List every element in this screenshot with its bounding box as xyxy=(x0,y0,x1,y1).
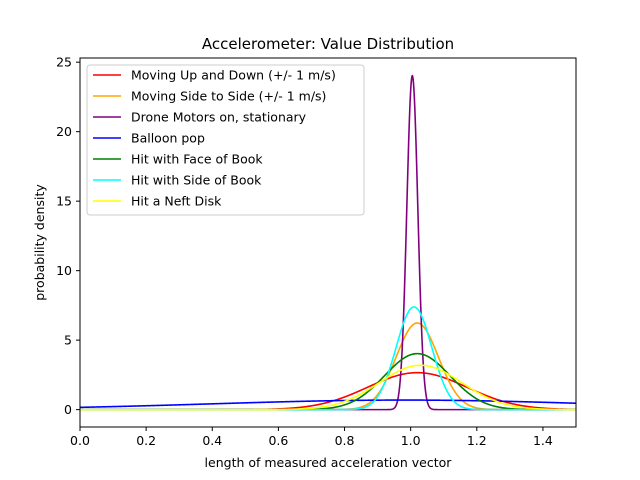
y-tick-label: 0 xyxy=(64,402,72,417)
legend-label: Moving Up and Down (+/- 1 m/s) xyxy=(131,68,336,83)
legend-label: Moving Side to Side (+/- 1 m/s) xyxy=(131,89,326,104)
x-tick-label: 0.4 xyxy=(202,433,222,448)
chart-title: Accelerometer: Value Distribution xyxy=(202,35,454,53)
legend-label: Hit with Side of Book xyxy=(131,173,262,188)
plot-frame xyxy=(79,57,577,428)
x-axis-label: length of measured acceleration vector xyxy=(205,455,453,470)
series-line-hit-a-neft-disk xyxy=(80,364,576,411)
y-tick-label: 10 xyxy=(56,263,72,278)
x-tick-label: 0.2 xyxy=(136,433,156,448)
y-tick-label: 20 xyxy=(56,124,72,139)
legend-box xyxy=(86,64,365,216)
y-axis-label: probability density xyxy=(32,184,47,301)
y-tick-label: 25 xyxy=(56,55,72,70)
legend: Moving Up and Down (+/- 1 m/s) Moving Sid… xyxy=(86,64,365,216)
legend-label: Balloon pop xyxy=(131,131,205,146)
y-tick-label: 15 xyxy=(56,194,72,209)
x-tick-label: 0.0 xyxy=(70,433,90,448)
legend-label: Hit with Face of Book xyxy=(131,152,263,167)
x-tick-label: 0.8 xyxy=(335,433,355,448)
x-axis: 0.0 0.2 0.4 0.6 0.8 1.0 1.2 1.4 xyxy=(70,427,553,448)
y-axis: 0 5 10 15 20 25 xyxy=(56,55,80,417)
legend-label: Hit a Neft Disk xyxy=(131,194,222,209)
x-tick-label: 0.6 xyxy=(268,433,288,448)
legend-label: Drone Motors on, stationary xyxy=(131,110,307,125)
y-tick-label: 5 xyxy=(64,333,72,348)
x-tick-label: 1.2 xyxy=(467,433,487,448)
x-tick-label: 1.0 xyxy=(401,433,421,448)
x-tick-label: 1.4 xyxy=(533,433,553,448)
series-layer xyxy=(80,74,576,411)
